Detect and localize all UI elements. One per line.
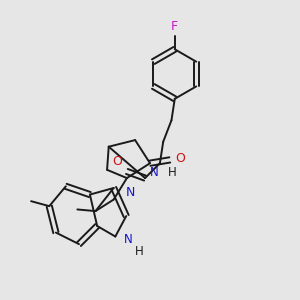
Text: H: H [134, 245, 143, 258]
Text: H: H [168, 166, 177, 179]
Text: N: N [149, 166, 158, 179]
Text: O: O [175, 152, 184, 165]
Text: N: N [124, 233, 132, 246]
Text: F: F [171, 20, 178, 33]
Text: N: N [125, 186, 135, 199]
Text: O: O [112, 155, 122, 168]
